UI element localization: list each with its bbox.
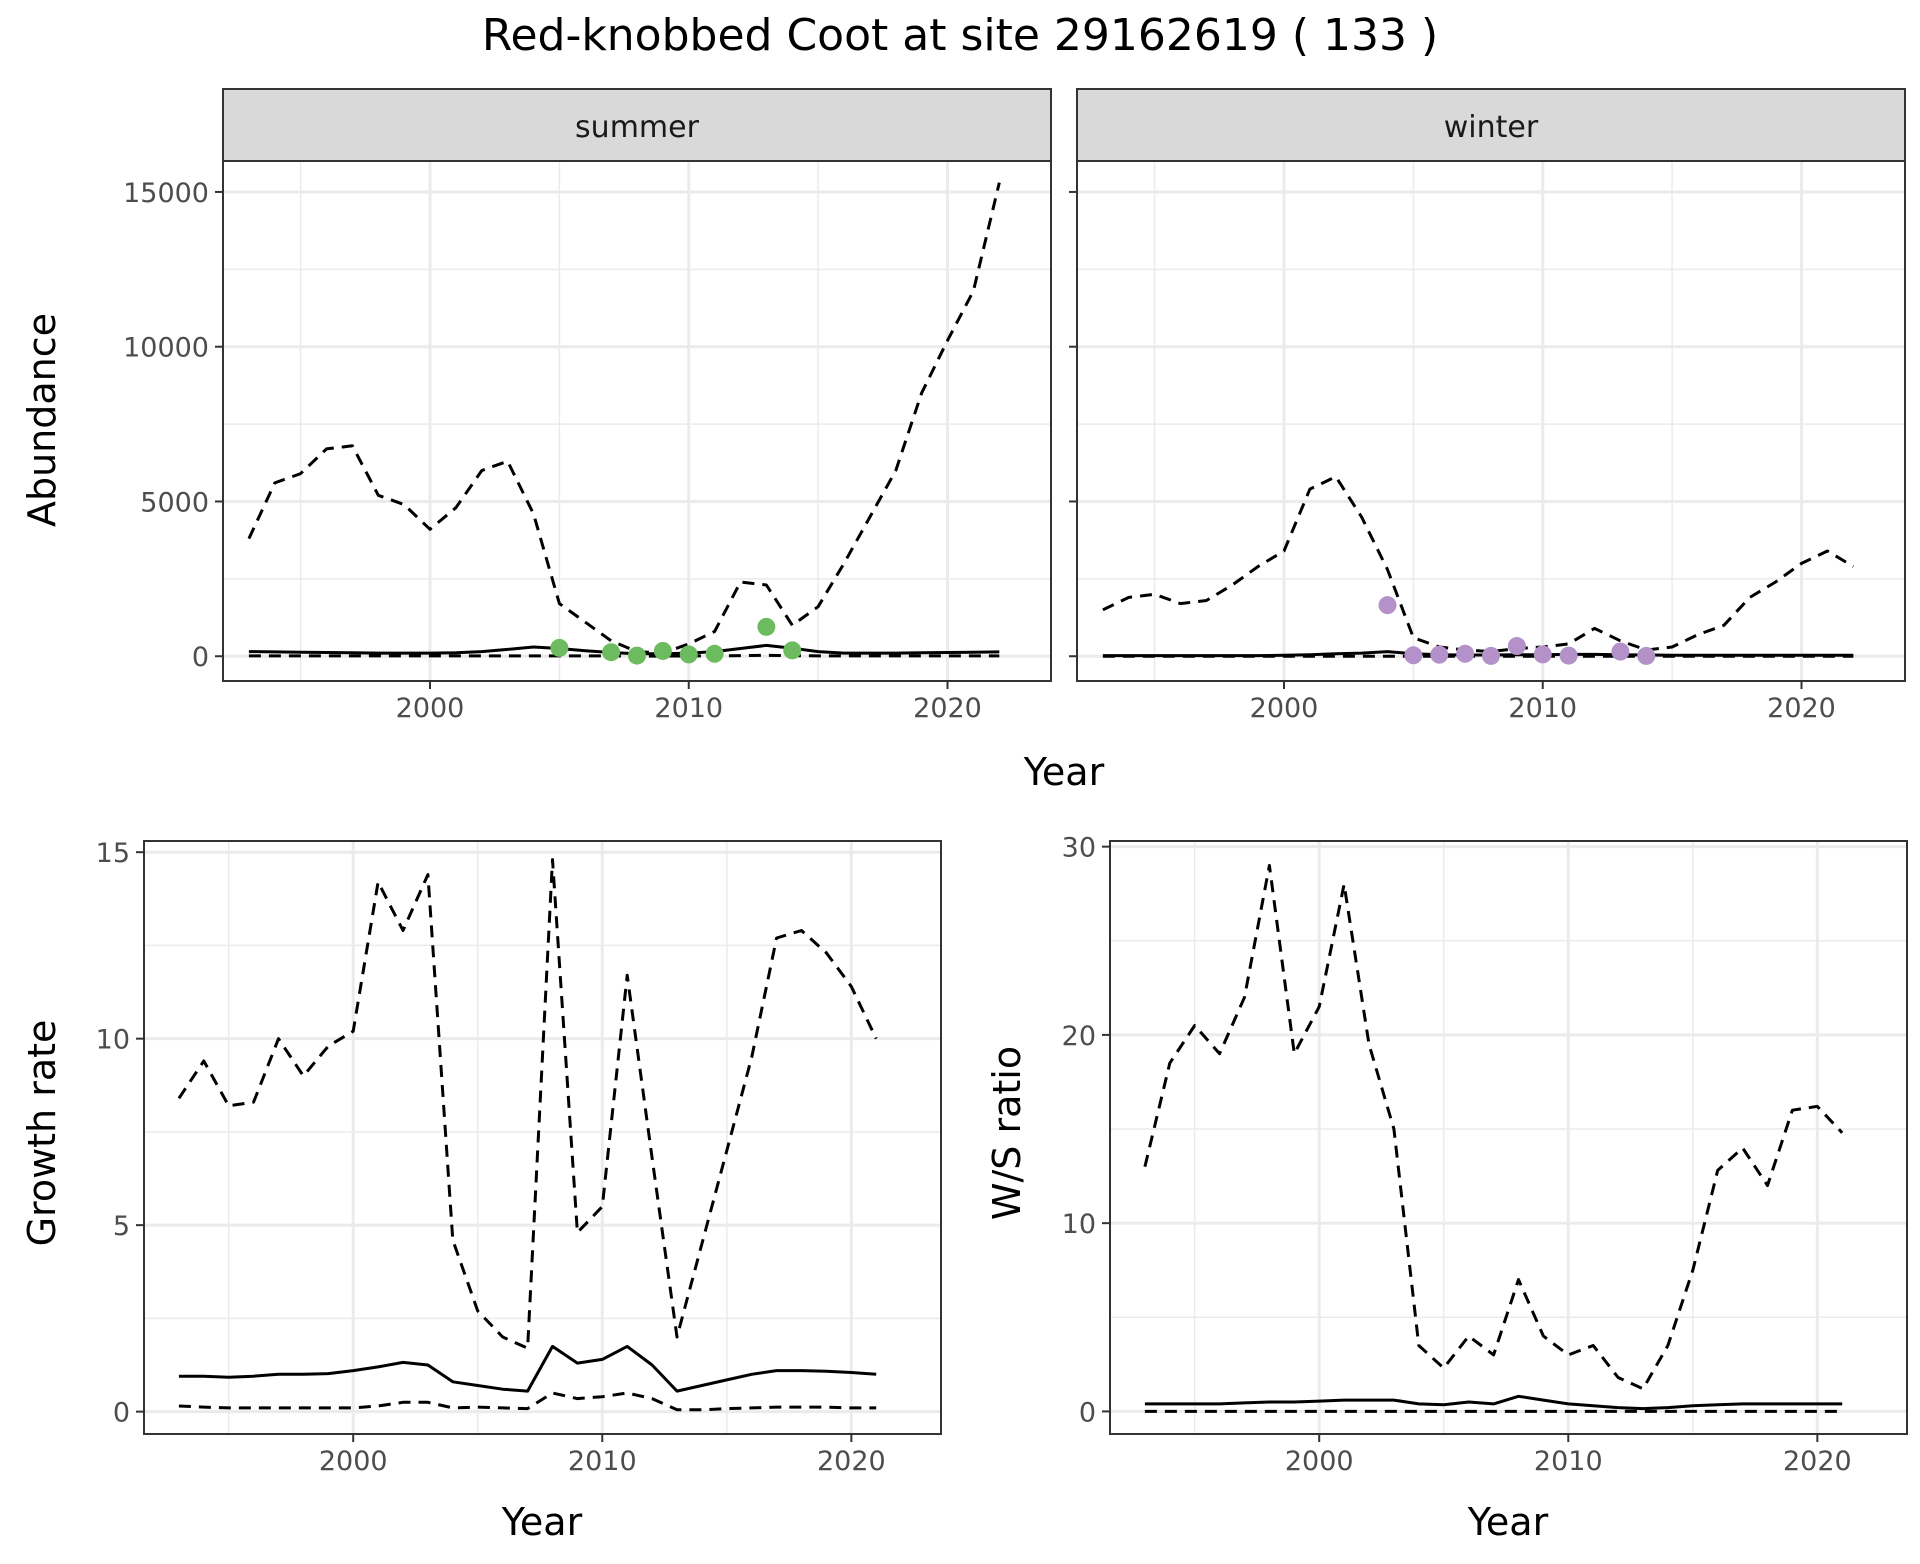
observation-point (1611, 642, 1630, 661)
x-tick-label: 2020 (1767, 693, 1836, 724)
y-tick-label: 15 (96, 838, 130, 869)
panel-summer: 2000 2010 2020 0 5000 10000 15000 (123, 160, 1052, 724)
observation-point (783, 641, 802, 660)
y-tick-label: 10000 (123, 333, 209, 364)
y-tick-label: 10 (96, 1025, 130, 1056)
x-tick-label: 2000 (1285, 1446, 1354, 1477)
panel-ws: 2000 2010 2020 0 10 20 30 (1062, 833, 1908, 1477)
observation-point (1430, 645, 1449, 664)
observation-point (1378, 596, 1397, 615)
top-xlabel: Year (1023, 750, 1105, 794)
x-tick-label: 2010 (654, 693, 723, 724)
growth-ylabel: Growth rate (20, 1020, 64, 1247)
observation-point (757, 617, 776, 636)
strip-winter-label: winter (1444, 110, 1539, 145)
ws-xlabel: Year (1467, 1500, 1549, 1544)
strip-winter (1076, 88, 1906, 162)
observation-point (550, 638, 569, 657)
y-tick-label: 0 (113, 1398, 130, 1429)
series-line-0-solid (178, 1344, 877, 1393)
series-line-2-dashed (178, 1391, 877, 1412)
panel-growth: 2000 2010 2020 0 5 10 15 (96, 838, 942, 1477)
panel-border (1109, 840, 1908, 1435)
observation-point (1482, 646, 1500, 665)
x-tick-label: 2020 (913, 693, 982, 724)
y-tick-label: 5 (113, 1211, 130, 1242)
series-line-1-dashed (1102, 475, 1855, 654)
panel-border (222, 160, 1052, 682)
series-line-0-solid (248, 643, 1000, 656)
series-line-1-dashed (177, 858, 878, 1350)
top-ylabel: Abundance (20, 313, 64, 527)
observation-point (653, 641, 672, 660)
x-tick-label: 2020 (1783, 1446, 1852, 1477)
observation-point (602, 643, 621, 662)
x-tick-label: 2010 (1534, 1446, 1603, 1477)
y-tick-label: 0 (192, 642, 209, 673)
growth-xlabel: Year (501, 1500, 583, 1544)
strip-summer (222, 88, 1052, 162)
figure-title: Red-knobbed Coot at site 29162619 ( 133 … (482, 10, 1438, 61)
observation-point (1507, 637, 1526, 656)
y-tick-label: 5000 (140, 487, 209, 518)
y-tick-label: 30 (1062, 833, 1096, 864)
series-line-0-solid (1144, 1394, 1843, 1411)
panel-border (1076, 160, 1906, 682)
x-tick-label: 2000 (396, 693, 465, 724)
x-tick-label: 2020 (817, 1446, 886, 1477)
x-tick-label: 2010 (1508, 693, 1577, 724)
observation-point (1456, 644, 1475, 663)
series-line-1-dashed (1143, 864, 1844, 1391)
series-line-1-dashed (247, 182, 1001, 655)
x-tick-label: 2000 (1250, 693, 1319, 724)
observation-point (705, 644, 724, 663)
observation-point (1533, 645, 1552, 664)
observation-point (628, 646, 646, 665)
observation-point (1637, 646, 1656, 665)
x-tick-label: 2000 (319, 1446, 388, 1477)
x-tick-label: 2010 (568, 1446, 637, 1477)
ws-ylabel: W/S ratio (985, 1046, 1029, 1220)
observation-point (1404, 646, 1423, 665)
observation-point (1559, 646, 1578, 665)
panel-winter: 2000 2010 2020 (1069, 160, 1906, 724)
strip-summer-label: summer (575, 110, 700, 145)
panel-border (143, 840, 942, 1435)
y-tick-label: 20 (1062, 1021, 1096, 1052)
y-tick-label: 10 (1062, 1209, 1096, 1240)
series-line-2-dashed (248, 653, 1000, 658)
y-tick-label: 0 (1079, 1397, 1096, 1428)
y-tick-label: 15000 (123, 178, 209, 209)
observation-point (679, 645, 698, 664)
